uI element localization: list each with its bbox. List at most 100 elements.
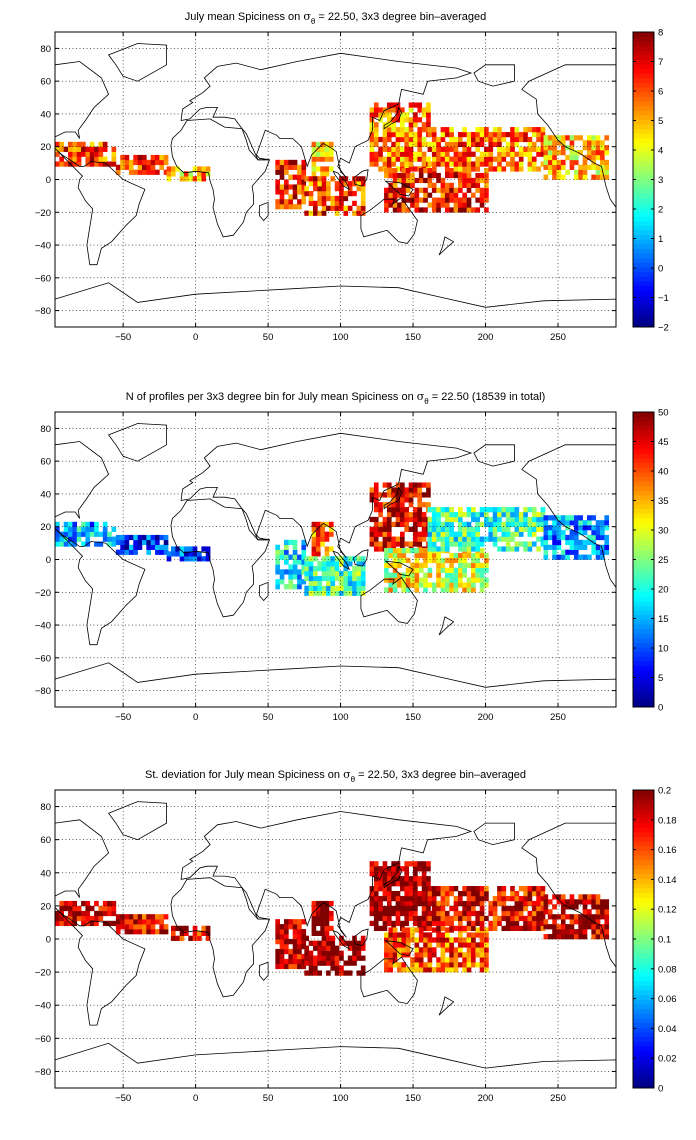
data-cell	[301, 199, 307, 205]
colorbar-segment	[633, 110, 654, 116]
data-cell	[587, 539, 592, 546]
data-cell	[569, 904, 575, 910]
data-cell	[369, 526, 375, 532]
data-cell	[369, 541, 375, 547]
colorbar-segment	[633, 257, 654, 263]
data-cell	[120, 154, 125, 161]
data-cell	[410, 192, 415, 198]
data-cell	[400, 151, 405, 157]
data-cell	[471, 957, 476, 963]
colorbar-segment	[633, 850, 654, 856]
colorbar-segment	[633, 660, 654, 666]
data-cell	[444, 572, 450, 578]
data-cell	[423, 187, 428, 193]
data-cell	[326, 190, 331, 197]
data-cell	[107, 531, 112, 537]
data-cell	[518, 905, 524, 912]
data-cell	[301, 164, 307, 170]
data-cell	[392, 587, 398, 593]
data-cell	[505, 531, 511, 537]
data-cell	[292, 943, 298, 950]
data-cell	[382, 925, 388, 932]
data-cell	[386, 531, 392, 537]
data-cell	[492, 131, 498, 138]
data-cell	[343, 580, 349, 587]
data-cell	[326, 585, 331, 591]
data-cell	[453, 947, 459, 953]
data-cell	[479, 920, 485, 927]
data-cell	[514, 905, 520, 912]
data-cell	[497, 131, 502, 138]
data-cell	[591, 934, 597, 940]
data-cell	[471, 577, 476, 583]
data-cell	[436, 511, 441, 518]
y-tick-label: 80	[40, 44, 51, 55]
data-cell	[72, 161, 78, 167]
data-cell	[324, 910, 330, 917]
data-cell	[308, 960, 314, 966]
data-cell	[388, 197, 394, 203]
colorbar-segment	[633, 50, 654, 56]
x-tick-label: 250	[550, 712, 566, 723]
data-cell	[413, 102, 418, 108]
data-cell	[391, 141, 396, 148]
data-cell	[391, 161, 396, 167]
data-cell	[431, 905, 437, 912]
data-cell	[501, 915, 507, 922]
data-cell	[479, 172, 485, 179]
data-cell	[326, 575, 331, 582]
data-cell	[408, 482, 414, 488]
data-cell	[501, 531, 507, 537]
data-cell	[523, 925, 528, 932]
data-cell	[479, 947, 485, 953]
data-cell	[301, 179, 307, 185]
data-cell	[120, 164, 125, 170]
data-cell	[475, 511, 481, 518]
data-cell	[475, 141, 481, 148]
data-cell	[413, 905, 418, 912]
coastline	[360, 956, 418, 1005]
data-cell	[591, 164, 597, 170]
data-cell	[124, 164, 130, 170]
data-cell	[427, 168, 433, 174]
data-cell	[304, 590, 309, 596]
data-cell	[317, 210, 323, 216]
data-cell	[320, 156, 325, 162]
data-cell	[279, 554, 285, 560]
data-cell	[600, 534, 605, 541]
data-cell	[413, 541, 418, 547]
data-cell	[587, 914, 592, 920]
data-cell	[421, 526, 427, 532]
data-cell	[72, 915, 78, 922]
data-cell	[518, 151, 524, 157]
data-cell	[527, 146, 533, 152]
colorbar-segment	[633, 285, 654, 291]
data-cell	[505, 910, 511, 917]
data-cell	[466, 146, 472, 152]
data-cell	[410, 927, 415, 933]
colorbar-segment	[633, 55, 654, 61]
data-cell	[369, 131, 375, 138]
data-cell	[595, 534, 601, 541]
data-cell	[444, 507, 450, 513]
data-cell	[288, 579, 294, 585]
data-cell	[85, 526, 91, 532]
data-cell	[386, 492, 392, 498]
data-cell	[382, 910, 388, 917]
data-cell	[475, 915, 481, 922]
data-cell	[384, 577, 389, 583]
data-cell	[569, 515, 575, 521]
data-cell	[453, 141, 459, 148]
data-cell	[63, 521, 69, 528]
data-cell	[510, 890, 515, 897]
data-cell	[179, 556, 185, 562]
data-cell	[582, 894, 588, 900]
data-cell	[475, 890, 481, 897]
data-cell	[417, 511, 423, 518]
data-cell	[413, 876, 418, 882]
data-cell	[595, 894, 601, 900]
data-cell	[560, 150, 566, 156]
data-cell	[479, 156, 485, 162]
data-cell	[431, 131, 437, 138]
colorbar-segment	[633, 878, 654, 884]
